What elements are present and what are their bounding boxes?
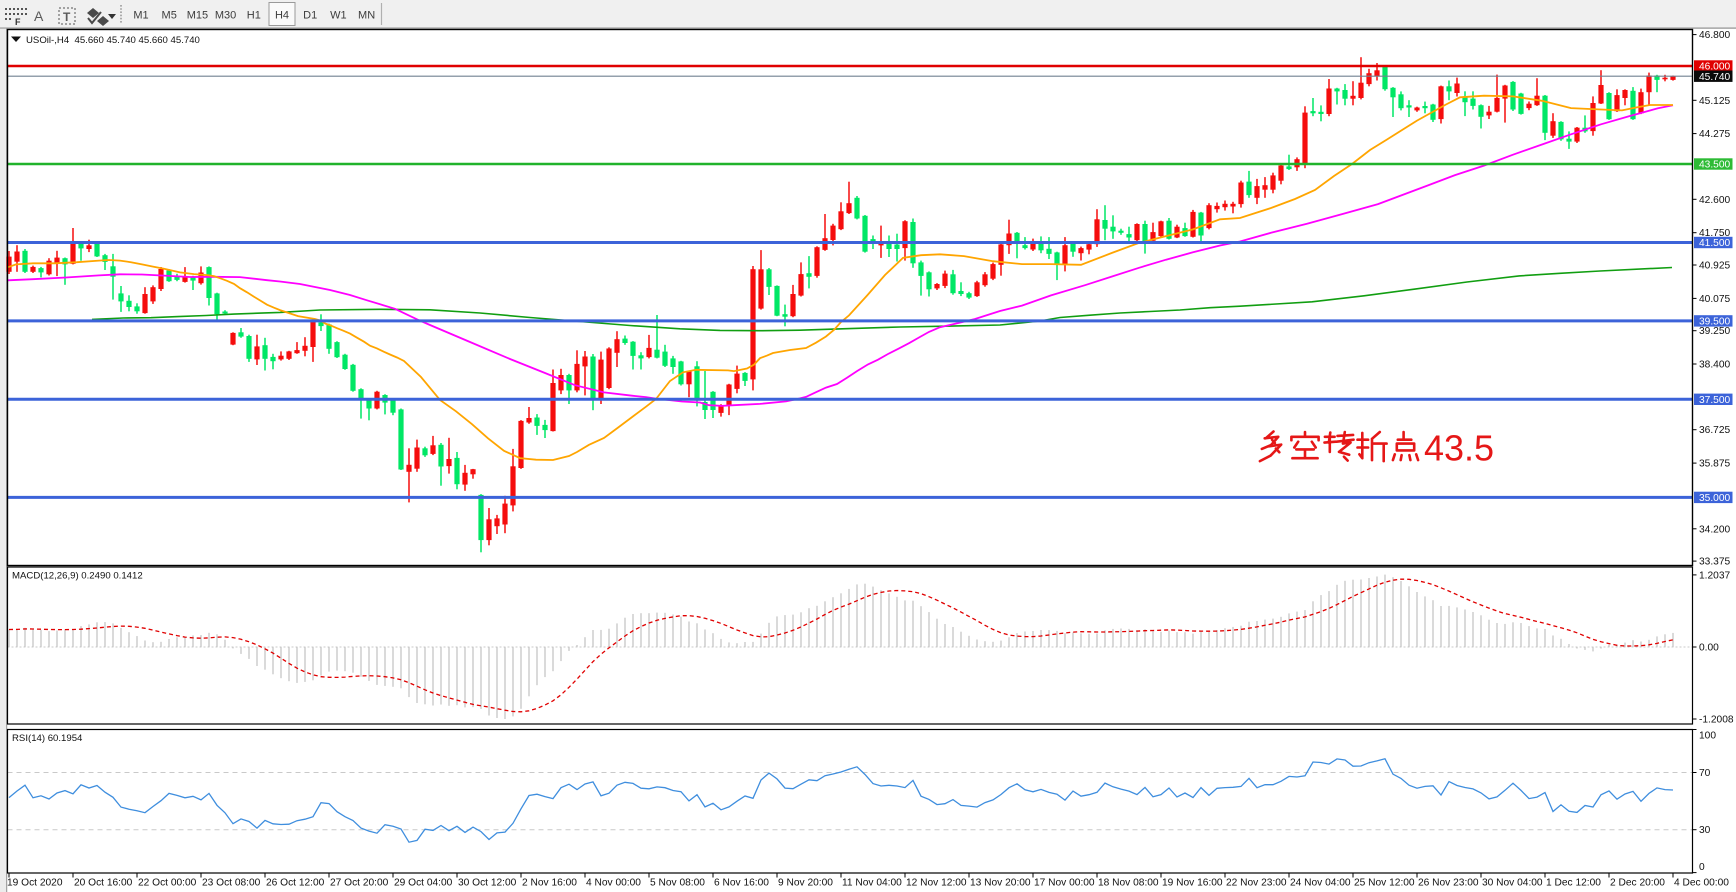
svg-text:24 Nov 04:00: 24 Nov 04:00 bbox=[1290, 878, 1351, 889]
svg-text:41.750: 41.750 bbox=[1699, 228, 1730, 239]
svg-text:42.600: 42.600 bbox=[1699, 195, 1730, 206]
svg-text:100: 100 bbox=[1699, 731, 1716, 742]
svg-text:W1: W1 bbox=[330, 10, 347, 22]
svg-text:MN: MN bbox=[358, 10, 375, 22]
svg-text:35.875: 35.875 bbox=[1699, 459, 1730, 470]
svg-text:27 Oct 20:00: 27 Oct 20:00 bbox=[330, 878, 389, 889]
svg-text:M15: M15 bbox=[187, 10, 208, 22]
svg-text:23 Oct 08:00: 23 Oct 08:00 bbox=[202, 878, 261, 889]
svg-text:45.740: 45.740 bbox=[1699, 72, 1730, 83]
svg-text:26 Nov 23:00: 26 Nov 23:00 bbox=[1418, 878, 1479, 889]
svg-text:17 Nov 00:00: 17 Nov 00:00 bbox=[1034, 878, 1095, 889]
svg-text:34.200: 34.200 bbox=[1699, 524, 1730, 535]
svg-text:5 Nov 08:00: 5 Nov 08:00 bbox=[650, 878, 705, 889]
svg-text:A: A bbox=[34, 8, 44, 24]
svg-text:35.000: 35.000 bbox=[1699, 493, 1730, 504]
svg-text:43.500: 43.500 bbox=[1699, 160, 1730, 171]
svg-text:44.275: 44.275 bbox=[1699, 129, 1730, 140]
svg-text:26 Oct 12:00: 26 Oct 12:00 bbox=[266, 878, 325, 889]
svg-text:19 Nov 16:00: 19 Nov 16:00 bbox=[1162, 878, 1223, 889]
svg-text:RSI(14) 60.1954: RSI(14) 60.1954 bbox=[12, 733, 83, 744]
svg-text:-1.2008: -1.2008 bbox=[1699, 715, 1734, 726]
svg-text:39.250: 39.250 bbox=[1699, 326, 1730, 337]
svg-text:1.2037: 1.2037 bbox=[1699, 571, 1730, 582]
svg-text:40.925: 40.925 bbox=[1699, 261, 1730, 272]
svg-text:M1: M1 bbox=[133, 10, 148, 22]
svg-text:6 Nov 16:00: 6 Nov 16:00 bbox=[714, 878, 769, 889]
svg-text:11 Nov 04:00: 11 Nov 04:00 bbox=[842, 878, 902, 889]
svg-text:9 Nov 20:00: 9 Nov 20:00 bbox=[778, 878, 833, 889]
svg-text:30 Oct 12:00: 30 Oct 12:00 bbox=[458, 878, 517, 889]
svg-text:T: T bbox=[63, 10, 71, 24]
svg-text:70: 70 bbox=[1699, 768, 1711, 779]
svg-text:45.125: 45.125 bbox=[1699, 96, 1730, 107]
svg-text:18 Nov 08:00: 18 Nov 08:00 bbox=[1098, 878, 1159, 889]
svg-text:D1: D1 bbox=[303, 10, 317, 22]
svg-text:25 Nov 12:00: 25 Nov 12:00 bbox=[1354, 878, 1415, 889]
svg-text:40.075: 40.075 bbox=[1699, 294, 1730, 305]
svg-text:H4: H4 bbox=[275, 10, 289, 22]
svg-text:4 Dec 00:00: 4 Dec 00:00 bbox=[1674, 878, 1729, 889]
svg-text:1 Dec 12:00: 1 Dec 12:00 bbox=[1546, 878, 1601, 889]
svg-text:M30: M30 bbox=[215, 10, 236, 22]
svg-text:19 Oct 2020: 19 Oct 2020 bbox=[7, 878, 63, 889]
svg-text:M5: M5 bbox=[162, 10, 177, 22]
svg-text:30: 30 bbox=[1699, 825, 1711, 836]
svg-text:4 Nov 00:00: 4 Nov 00:00 bbox=[586, 878, 641, 889]
svg-text:46.800: 46.800 bbox=[1699, 30, 1730, 41]
svg-text:33.375: 33.375 bbox=[1699, 557, 1730, 568]
svg-text:0: 0 bbox=[1699, 862, 1705, 873]
svg-text:36.725: 36.725 bbox=[1699, 425, 1730, 436]
svg-text:22 Oct 00:00: 22 Oct 00:00 bbox=[138, 878, 197, 889]
svg-text:39.500: 39.500 bbox=[1699, 317, 1730, 328]
svg-text:43.5: 43.5 bbox=[1424, 428, 1494, 469]
svg-text:USOil-,H4 45.660 45.740 45.66: USOil-,H4 45.660 45.740 45.660 45.740 bbox=[26, 35, 200, 46]
svg-text:2 Dec 20:00: 2 Dec 20:00 bbox=[1610, 878, 1665, 889]
svg-text:13 Nov 20:00: 13 Nov 20:00 bbox=[970, 878, 1031, 889]
svg-text:20 Oct 16:00: 20 Oct 16:00 bbox=[74, 878, 133, 889]
svg-text:22 Nov 23:00: 22 Nov 23:00 bbox=[1226, 878, 1287, 889]
svg-text:38.400: 38.400 bbox=[1699, 360, 1730, 371]
svg-text:37.500: 37.500 bbox=[1699, 395, 1730, 406]
svg-text:46.000: 46.000 bbox=[1699, 62, 1730, 73]
svg-text:H1: H1 bbox=[247, 10, 261, 22]
svg-text:41.500: 41.500 bbox=[1699, 238, 1730, 249]
svg-text:2 Nov 16:00: 2 Nov 16:00 bbox=[522, 878, 577, 889]
svg-text:0.00: 0.00 bbox=[1699, 643, 1719, 654]
svg-text:F: F bbox=[15, 17, 21, 27]
svg-text:MACD(12,26,9) 0.2490 0.1412: MACD(12,26,9) 0.2490 0.1412 bbox=[12, 571, 143, 582]
svg-text:29 Oct 04:00: 29 Oct 04:00 bbox=[394, 878, 453, 889]
svg-text:12 Nov 12:00: 12 Nov 12:00 bbox=[906, 878, 967, 889]
svg-text:30 Nov 04:00: 30 Nov 04:00 bbox=[1482, 878, 1543, 889]
